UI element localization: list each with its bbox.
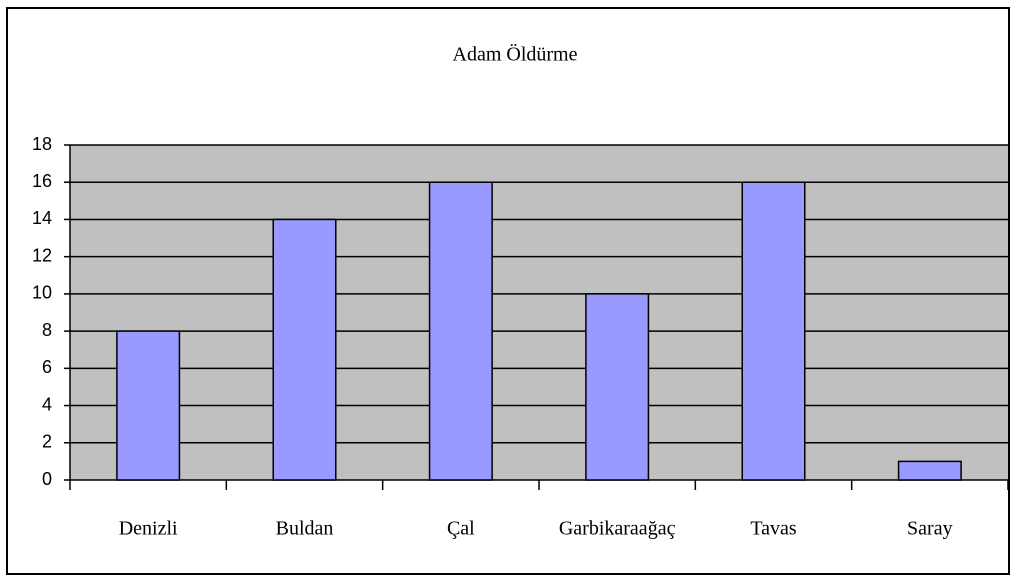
x-tick-label: Denizli bbox=[119, 518, 178, 540]
bar bbox=[428, 181, 493, 481]
x-tick-label: Çal bbox=[447, 518, 475, 540]
y-tick-label: 4 bbox=[42, 394, 52, 414]
y-tick-label: 8 bbox=[42, 320, 52, 340]
x-tick-label: Buldan bbox=[276, 518, 334, 540]
y-tick-label: 12 bbox=[32, 245, 52, 265]
y-tick-label: 18 bbox=[32, 134, 52, 154]
bar bbox=[741, 181, 806, 481]
plot-area bbox=[70, 145, 1008, 480]
y-tick-label: 0 bbox=[42, 469, 52, 489]
x-tick-label: Garbikaraağaç bbox=[559, 518, 676, 540]
y-tick-label: 14 bbox=[32, 208, 52, 228]
y-tick-label: 2 bbox=[42, 432, 52, 452]
x-tick-label: Tavas bbox=[750, 518, 797, 540]
y-tick-label: 10 bbox=[32, 283, 52, 303]
y-tick-label: 16 bbox=[32, 171, 52, 191]
bar bbox=[116, 330, 181, 481]
bar bbox=[585, 293, 650, 481]
x-tick-label: Saray bbox=[907, 518, 953, 540]
bar bbox=[272, 218, 337, 481]
y-tick-label: 6 bbox=[42, 357, 52, 377]
chart-title: Adam Öldürme bbox=[453, 43, 578, 66]
bar bbox=[897, 460, 962, 481]
